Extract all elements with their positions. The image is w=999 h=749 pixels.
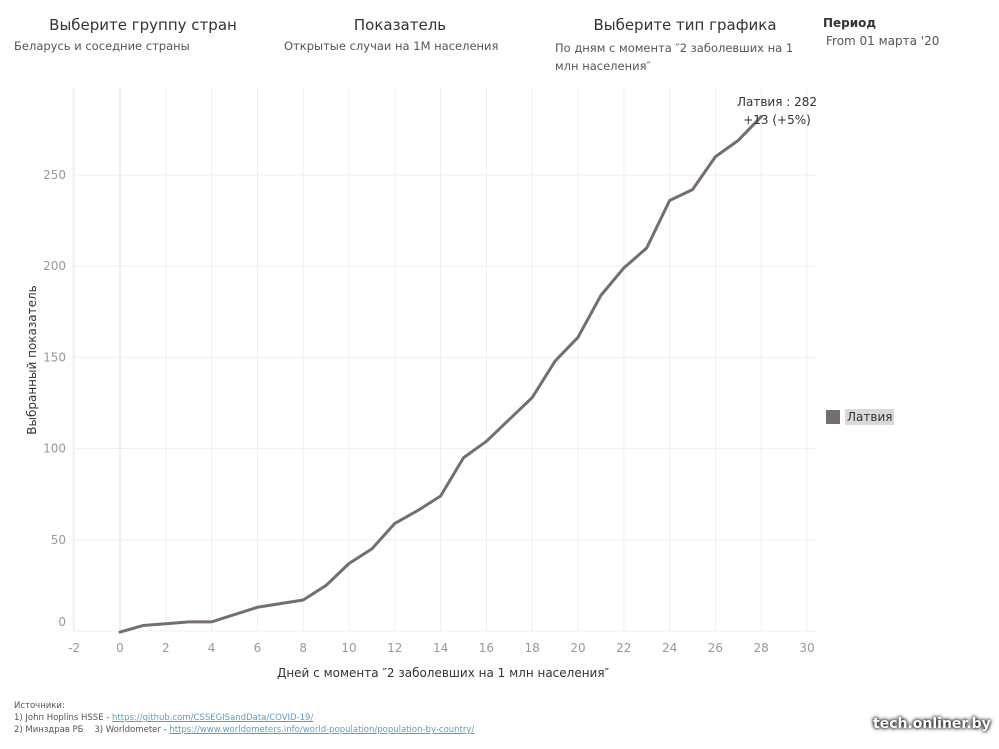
x-tick-label: 6 [254,641,262,655]
x-tick-label: 0 [116,641,124,655]
series-line-latvia[interactable] [118,115,763,634]
x-tick-label: 18 [525,641,540,655]
y-axis-title: Выбранный показатель [25,285,39,435]
x-tick-label: 30 [799,641,814,655]
x-tick-label: 10 [341,641,356,655]
sources-header: Источники: [14,701,65,711]
x-tick-label: 24 [662,641,677,655]
legend-swatch-latvia[interactable] [826,410,840,424]
last-point-annotation-change: +13 (+5%) [743,113,811,127]
x-tick-label: 4 [208,641,216,655]
x-tick-label: 14 [433,641,448,655]
sources-block: Источники: 1) Johп Hoplins HSSE - https:… [14,700,474,736]
source-line-1: 1) Johп Hoplins HSSE - https://github.co… [14,712,474,724]
x-axis-ticks: -2 0 2 4 6 8 10 12 14 16 18 20 22 24 26 28 30 [68,641,814,655]
y-tick-label: 100 [43,442,66,456]
x-tick-label: 26 [708,641,723,655]
y-tick-label: 0 [58,615,66,629]
country-group-title: Выберите группу стран [49,16,237,34]
line-chart: -2 0 2 4 6 8 10 12 14 16 18 20 22 24 26 28 30 0501001502… [25,88,817,680]
indicator-title: Показатель [353,16,447,34]
country-group-selector[interactable]: Беларусь и соседние страны [14,39,190,53]
x-tick-label: 2 [162,641,170,655]
x-tick-label: 28 [754,641,769,655]
grid [72,88,816,632]
source-1-label: 1) Johп Hoplins HSSE - [14,713,113,723]
chart-type-title: Выберите тип графика [593,16,777,34]
x-axis-title: Дней с момента ″2 заболевших на 1 млн на… [277,666,610,680]
legend-label-latvia[interactable]: Латвия [845,409,895,425]
x-tick-label: 16 [479,641,494,655]
legend: Латвия [826,409,895,425]
last-point-annotation-value: Латвия : 282 [737,95,817,109]
source-2-label: 2) Минздрав РБ 3) Worldometer - [14,725,170,735]
y-tick-label: 200 [43,259,66,273]
indicator-selector[interactable]: Открытые случаи на 1М населения [284,39,499,53]
y-tick-label: 250 [43,168,66,182]
source-line-2: 2) Минздрав РБ 3) Worldometer - https://… [14,724,474,736]
watermark-logo: tech.onliner.by [873,716,991,732]
chart-type-selector[interactable]: По дням с момента ″2 заболевших на 1 млн… [555,41,794,73]
y-axis-ticks: 0 50 100 150 200 250 [43,168,66,629]
x-tick-label: -2 [68,641,80,655]
y-tick-label: 50 [51,533,66,547]
source-1-link[interactable]: https://github.com/CSSEGISandData/COVID-… [112,713,314,723]
source-2-link[interactable]: https://www.worldometers.info/world-popu… [169,725,475,735]
series-group [118,115,763,634]
x-tick-label: 8 [299,641,307,655]
period-selector[interactable]: From 01 марта '20 [826,34,940,48]
x-tick-label: 20 [570,641,585,655]
x-tick-label: 12 [387,641,402,655]
x-tick-label: 22 [616,641,631,655]
y-tick-label: 150 [43,350,66,364]
period-title: Период [823,16,877,30]
